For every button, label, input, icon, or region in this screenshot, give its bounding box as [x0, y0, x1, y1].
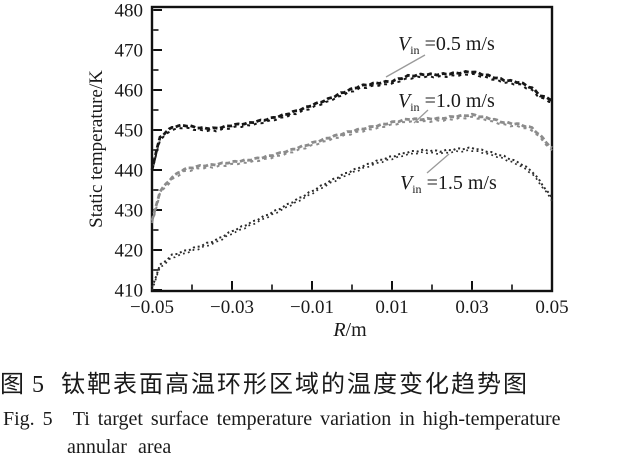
- series-label: Vin =1.5 m/s: [400, 172, 497, 196]
- caption-en-number: Fig. 5: [3, 408, 53, 430]
- y-tick-label: 420: [115, 241, 144, 262]
- x-tick-label: −0.01: [290, 297, 334, 318]
- series-1.0: [150, 112, 553, 224]
- caption-en-text: Ti target surface temperature variation …: [72, 408, 561, 430]
- series-label: Vin =1.0 m/s: [398, 90, 495, 114]
- series-curve: [150, 112, 553, 222]
- annotations: Vin =0.5 m/s Vin =1.0 m/s Vin =1.5 m/s: [385, 33, 497, 196]
- temperature-chart: 410 420 430 440 450 460 470 480 Static temperatu…: [86, 1, 569, 342]
- x-axis-title: R/m: [332, 319, 367, 341]
- caption-zh-text: 钛靶表面高温环形区域的温度变化趋势图: [61, 372, 529, 398]
- leader-line: [413, 109, 429, 124]
- x-tick-label: −0.05: [130, 297, 174, 318]
- y-tick-label: 450: [115, 121, 144, 142]
- x-tick-label: 0.05: [535, 297, 568, 318]
- series-curve: [150, 70, 553, 171]
- y-tick-label: 460: [115, 81, 144, 102]
- x-axis: −0.05 −0.03 −0.01 0.01 0.03 0.05 R/m: [130, 281, 569, 341]
- caption-chinese: 图 5 钛靶表面高温环形区域的温度变化趋势图: [0, 364, 527, 399]
- series-1.5: [151, 146, 553, 291]
- x-tick-label: −0.03: [210, 297, 254, 318]
- caption-english-line2: annular area: [67, 436, 172, 458]
- leader-line: [385, 54, 426, 78]
- chart-area: 410 420 430 440 450 460 470 480 Static temperatu…: [86, 1, 569, 342]
- x-tick-label: 0.01: [375, 297, 408, 318]
- series-curve-twin: [151, 149, 553, 291]
- series-0.5: [150, 70, 553, 172]
- series-curve-twin: [151, 72, 553, 172]
- y-tick-label: 410: [115, 281, 144, 302]
- y-tick-label: 430: [115, 201, 144, 222]
- y-tick-label: 470: [115, 41, 144, 62]
- y-tick-label: 480: [115, 1, 144, 22]
- figure-captions: 图 5 钛靶表面高温环形区域的温度变化趋势图 Fig. 5 Ti target su…: [0, 352, 643, 459]
- x-tick-label: 0.03: [455, 297, 488, 318]
- series-curve: [151, 146, 553, 288]
- y-axis-title: Static temperature/K: [86, 70, 107, 228]
- caption-zh-number: 图 5: [0, 372, 45, 398]
- y-axis: 410 420 430 440 450 460 470 480 Static temperatu…: [86, 1, 162, 302]
- leader-line: [426, 153, 450, 174]
- caption-english-line1: Fig. 5 Ti target surface temperature vari…: [0, 408, 643, 431]
- series-label: Vin =0.5 m/s: [398, 33, 495, 57]
- y-tick-label: 440: [115, 161, 144, 182]
